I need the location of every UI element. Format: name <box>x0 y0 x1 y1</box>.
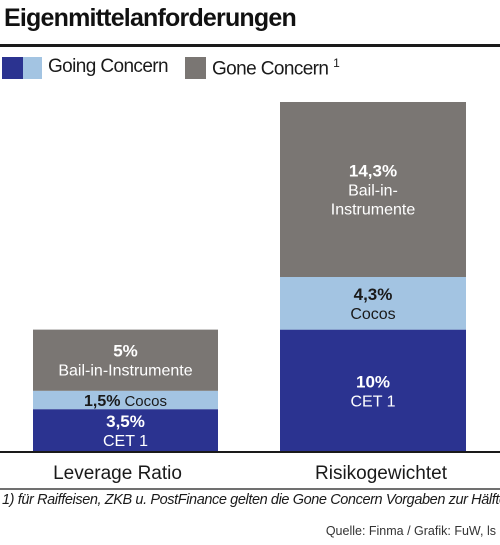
series-label-leverage-ratio-bail-in-instrumente: Bail-in-Instrumente <box>58 363 192 380</box>
value-label-leverage-ratio-bail-in-instrumente: 5% <box>113 342 138 361</box>
value-label-leverage-ratio-cet-1: 3,5% <box>106 412 145 431</box>
series-label-risikogewichtet-cocos: Cocos <box>350 306 395 323</box>
bar-risikogewichtet-bail-in-instrumente <box>280 102 466 277</box>
series-label-leverage-ratio-cet-1: CET 1 <box>103 433 148 450</box>
series-label-risikogewichtet-bail-in-instrumente-line2: Instrumente <box>331 202 416 219</box>
category-label-risikogewichtet: Risikogewichtet <box>315 463 448 484</box>
bar-leverage-ratio-bail-in-instrumente <box>33 329 218 391</box>
value-label-risikogewichtet-bail-in-instrumente: 14,3% <box>349 162 397 181</box>
chart-title: Eigenmittelanforderungen <box>4 4 297 32</box>
series-label: Cocos <box>124 393 167 410</box>
legend-footnote-marker: 1 <box>333 56 340 70</box>
legend-swatch-bail-in <box>185 57 206 79</box>
legend-swatch-cocos <box>23 57 42 79</box>
category-label-leverage-ratio: Leverage Ratio <box>53 463 182 484</box>
legend-label-gone-concern-wrap: Gone Concern 1 <box>212 56 340 80</box>
bar-risikogewichtet-cet-1 <box>280 329 466 452</box>
value-label-risikogewichtet-cet-1: 10% <box>356 372 390 391</box>
value-label-risikogewichtet-cocos: 4,3% <box>354 285 393 304</box>
label-leverage-ratio-cocos: 1,5% Cocos <box>84 393 167 410</box>
bar-leverage-ratio-cet-1 <box>33 409 218 452</box>
series-label-risikogewichtet-cet-1: CET 1 <box>350 393 395 410</box>
legend: Going Concern Gone Concern 1 <box>0 54 500 82</box>
bar-risikogewichtet-cocos <box>280 277 466 330</box>
footnote: 1) für Raiffeisen, ZKB u. PostFinance ge… <box>2 492 500 508</box>
legend-label-going-concern: Going Concern <box>48 56 169 77</box>
legend-swatch-cet1 <box>2 57 23 79</box>
source-credit: Quelle: Finma / Grafik: FuW, ls <box>325 524 496 538</box>
series-label-risikogewichtet-bail-in-instrumente-line1: Bail-in- <box>348 183 398 200</box>
value-label: 1,5% <box>84 393 120 410</box>
bar-leverage-ratio-cocos <box>33 390 218 410</box>
legend-label-gone-concern: Gone Concern <box>212 58 329 80</box>
title-rule <box>0 44 500 47</box>
stacked-bar-chart: 3,5%CET 11,5% Cocos5%Bail-in-InstrumenteL… <box>0 102 500 490</box>
